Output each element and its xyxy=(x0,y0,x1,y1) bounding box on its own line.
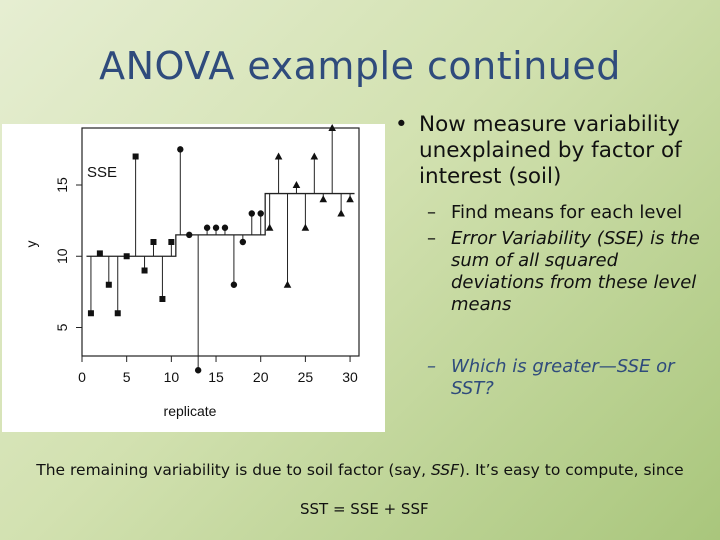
formula: SST = SSE + SSF xyxy=(300,500,429,518)
x-tick-label: 25 xyxy=(298,369,314,385)
sse-term-c: ) is the sum of all squared deviations f… xyxy=(451,228,700,315)
square-point xyxy=(105,281,112,288)
square-point xyxy=(150,239,157,245)
sse-term-b: SSE xyxy=(603,228,638,249)
bullet-main-text: Now measure variability unexplained by f… xyxy=(419,112,682,189)
triangle-point xyxy=(319,195,328,203)
plot-label: SSE xyxy=(87,164,117,181)
square-point xyxy=(168,239,175,245)
x-tick-label: 30 xyxy=(342,369,358,385)
anova-plot: 0 5 10 15 20 25 30 5 10 15 SSE replicate y xyxy=(2,124,385,432)
triangle-point xyxy=(301,223,310,231)
triangle-point xyxy=(346,195,354,203)
question-text: Which is greater—SSE or SST? xyxy=(451,356,675,399)
square-point xyxy=(87,310,94,317)
x-tick-label: 20 xyxy=(253,369,269,385)
triangle-point xyxy=(310,152,319,160)
square-point xyxy=(141,267,148,274)
triangle-point xyxy=(265,223,274,231)
triangle-point xyxy=(292,181,301,188)
bullet-list: • Now measure variability unexplained by… xyxy=(395,112,710,400)
circle-point xyxy=(221,224,229,231)
sub-bullet-means: – Find means for each level xyxy=(395,202,710,224)
circle-point xyxy=(257,210,264,217)
slide-title: ANOVA example continued xyxy=(99,44,621,88)
square-point xyxy=(114,310,121,317)
footnote-c: ). It’s easy to compute, since xyxy=(459,461,684,479)
square-point xyxy=(132,153,139,160)
circle-point xyxy=(248,210,255,217)
circle-point xyxy=(203,224,211,231)
circle-point xyxy=(212,224,220,231)
sub-bullet-sse: – Error Variability (SSE) is the sum of … xyxy=(395,228,710,316)
y-axis-label: y xyxy=(23,241,39,248)
triangle-point xyxy=(283,280,292,288)
footnote-a: The remaining variability is due to soil… xyxy=(36,461,431,479)
dash: – xyxy=(427,356,436,377)
y-tick-label: 5 xyxy=(54,323,70,331)
circle-point xyxy=(230,281,238,288)
triangle-point xyxy=(328,124,336,131)
y-tick-label: 15 xyxy=(54,177,70,193)
circle-point xyxy=(194,367,202,374)
dash: – xyxy=(427,228,436,249)
sub-bullet-means-text: Find means for each level xyxy=(451,202,683,223)
square-point xyxy=(123,253,130,260)
triangle-point xyxy=(337,209,345,217)
x-tick-label: 0 xyxy=(78,369,86,385)
x-tick-label: 10 xyxy=(164,369,180,385)
x-tick-label: 15 xyxy=(208,369,224,385)
triangle-point xyxy=(274,152,283,160)
dash: – xyxy=(427,202,436,223)
circle-point xyxy=(186,231,193,239)
circle-point xyxy=(239,238,247,246)
plot-frame xyxy=(81,127,360,357)
chart-svg: 0 5 10 15 20 25 30 5 10 15 SSE replicate y xyxy=(23,124,360,419)
x-axis-label: replicate xyxy=(164,403,217,419)
circle-point xyxy=(177,146,184,153)
sub-bullet-question: – Which is greater—SSE or SST? xyxy=(395,356,710,400)
bullet-main: • Now measure variability unexplained by… xyxy=(395,112,710,190)
square-point xyxy=(96,250,103,257)
footnote: The remaining variability is due to soil… xyxy=(0,461,720,479)
group-mean-line xyxy=(86,192,355,257)
x-tick-label: 5 xyxy=(123,369,131,385)
y-tick-label: 10 xyxy=(54,248,70,264)
bullet-dot: • xyxy=(395,112,408,137)
footnote-ssf: SSF xyxy=(431,461,460,479)
sse-term-a: Error Variability ( xyxy=(451,228,604,249)
square-point xyxy=(159,296,166,302)
